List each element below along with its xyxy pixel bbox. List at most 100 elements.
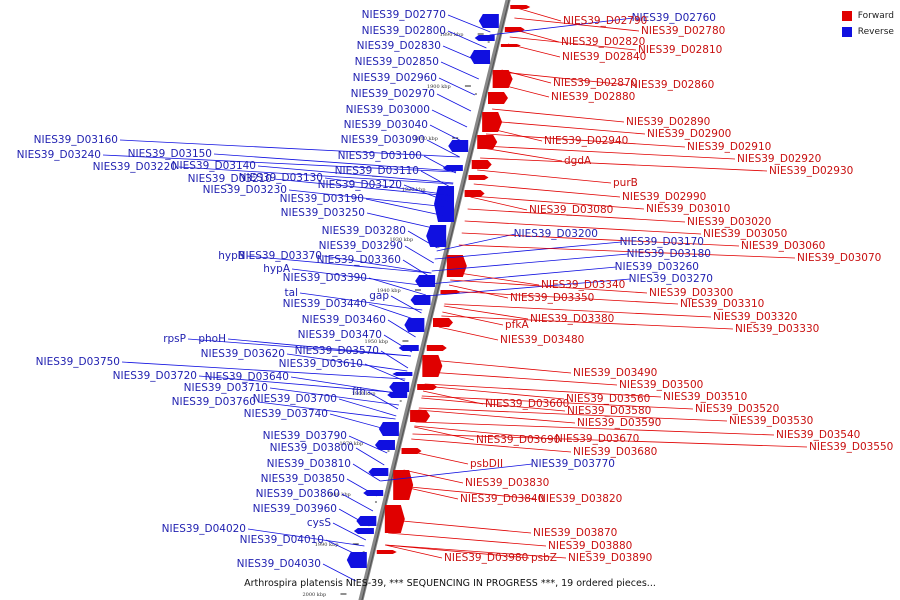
scale-tick-label: 1910 kbp bbox=[414, 136, 438, 142]
gene-label-nies39-d03460: NIES39_D03460 bbox=[302, 314, 386, 326]
reverse-gene-connector bbox=[423, 155, 456, 174]
gene-label-nies39-d03360: NIES39_D03360 bbox=[317, 254, 401, 266]
reverse-gene-connector bbox=[440, 61, 479, 80]
forward-gene-block bbox=[487, 92, 508, 104]
forward-gene-connector bbox=[399, 485, 537, 500]
forward-gene-connector bbox=[448, 284, 509, 299]
gene-label-nies39-d03070: NIES39_D03070 bbox=[797, 252, 881, 264]
reverse-gene-connector bbox=[447, 14, 491, 33]
forward-gene-connector bbox=[511, 28, 560, 43]
reverse-gene-connector bbox=[290, 376, 402, 395]
gene-label-gap: gap bbox=[369, 290, 389, 302]
forward-gene-connector bbox=[414, 425, 554, 440]
reverse-gene-connector bbox=[404, 245, 434, 264]
forward-gene-connector bbox=[482, 147, 563, 162]
legend-forward-label: Forward bbox=[857, 11, 894, 21]
forward-gene-connector bbox=[452, 271, 540, 286]
reverse-gene-block bbox=[434, 186, 455, 222]
gene-label-nies39-d03370: NIES39_D03370 bbox=[238, 250, 322, 262]
reverse-gene-connector bbox=[436, 93, 472, 112]
reverse-gene-block bbox=[404, 318, 425, 332]
reverse-gene-block bbox=[398, 345, 419, 351]
reverse-gene-connector bbox=[338, 398, 397, 417]
reverse-gene-connector bbox=[257, 165, 454, 184]
gene-label-nies39-d02940: NIES39_D02940 bbox=[544, 135, 628, 147]
reverse-gene-connector bbox=[288, 189, 448, 208]
gene-label-nies39-d03710: NIES39_D03710 bbox=[184, 382, 268, 394]
gene-label-nies39-d02880: NIES39_D02880 bbox=[551, 91, 635, 103]
gene-label-nies39-d03720: NIES39_D03720 bbox=[113, 370, 197, 382]
gene-label-nies39-d03240: NIES39_D03240 bbox=[17, 149, 101, 161]
reverse-gene-block bbox=[410, 295, 431, 305]
gene-label-nies39-d03960: NIES39_D03960 bbox=[253, 503, 337, 515]
reverse-gene-block bbox=[470, 50, 491, 64]
gene-label-nies39-d03550: NIES39_D03550 bbox=[809, 441, 893, 453]
gene-label-nies39-d03250: NIES39_D03250 bbox=[281, 207, 365, 219]
forward-gene-connector bbox=[427, 371, 618, 386]
forward-gene-block bbox=[510, 5, 531, 9]
forward-gene-connector bbox=[450, 279, 648, 294]
gene-label-phoh: phoH bbox=[198, 333, 226, 345]
reverse-gene-block bbox=[442, 165, 463, 171]
forward-gene-connector bbox=[385, 544, 530, 559]
forward-gene-connector bbox=[438, 326, 499, 341]
gene-label-nies39-d03590: NIES39_D03590 bbox=[577, 417, 661, 429]
reverse-gene-connector bbox=[380, 463, 533, 482]
gene-label-nies39-d02790: NIES39_D02790 bbox=[563, 15, 647, 27]
reverse-gene-block bbox=[374, 440, 395, 450]
gene-label-nies39-d03680: NIES39_D03680 bbox=[573, 446, 657, 458]
reverse-gene-connector bbox=[269, 387, 399, 406]
reverse-gene-connector bbox=[291, 268, 429, 287]
forward-gene-block bbox=[477, 135, 498, 149]
forward-gene-connector bbox=[424, 383, 662, 398]
gene-label-nies39-d03520: NIES39_D03520 bbox=[695, 403, 779, 415]
reverse-gene-connector bbox=[390, 295, 422, 314]
gene-label-nies39-d03560: NIES39_D03560 bbox=[566, 393, 650, 405]
chromosome-backbone bbox=[358, 0, 511, 600]
reverse-gene-connector bbox=[438, 77, 476, 96]
reverse-gene-block bbox=[426, 225, 447, 247]
gene-label-nies39-d03110: NIES39_D03110 bbox=[335, 165, 419, 177]
forward-gene-block bbox=[471, 160, 492, 169]
gene-label-nies39-d03470: NIES39_D03470 bbox=[298, 329, 382, 341]
reverse-gene-block bbox=[478, 14, 499, 28]
gene-label-nies39-d03790: NIES39_D03790 bbox=[263, 430, 347, 442]
gene-label-nies39-d03170: NIES39_D03170 bbox=[620, 236, 704, 248]
gene-label-nies39-d03440: NIES39_D03440 bbox=[283, 298, 367, 310]
gene-label-nies39-d03540: NIES39_D03540 bbox=[776, 429, 860, 441]
gene-label-nies39-d02810: NIES39_D02810 bbox=[638, 44, 722, 56]
gene-label-nies39-d03300: NIES39_D03300 bbox=[649, 287, 733, 299]
gene-label-nies39-d03810: NIES39_D03810 bbox=[267, 458, 351, 470]
reverse-gene-connector bbox=[332, 522, 367, 541]
gene-label-nies39-d03200: NIES39_D03200 bbox=[514, 228, 598, 240]
forward-gene-connector bbox=[391, 519, 532, 534]
gene-label-nies39-d03860: NIES39_D03860 bbox=[256, 488, 340, 500]
reverse-gene-connector bbox=[380, 350, 409, 369]
forward-gene-connector bbox=[498, 83, 550, 98]
gene-label-nies39-d02820: NIES39_D02820 bbox=[561, 36, 645, 48]
gene-label-hypb: hypB bbox=[218, 250, 245, 262]
gene-label-nies39-d02970: NIES39_D02970 bbox=[351, 88, 435, 100]
reverse-gene-connector bbox=[187, 338, 411, 357]
gene-label-nies39-d03380: NIES39_D03380 bbox=[530, 313, 614, 325]
forward-gene-block bbox=[492, 70, 513, 88]
gene-label-nies39-d03690: NIES39_D03690 bbox=[476, 434, 560, 446]
forward-gene-connector bbox=[483, 145, 736, 160]
gene-label-purb: purB bbox=[613, 177, 638, 189]
reverse-gene-connector bbox=[489, 17, 634, 36]
gene-label-nies39-d03130: NIES39_D03130 bbox=[239, 172, 323, 184]
forward-swatch bbox=[841, 11, 852, 21]
gene-label-nies39-d03230: NIES39_D03230 bbox=[203, 184, 287, 196]
forward-gene-connector bbox=[470, 195, 645, 210]
gene-label-nies39-d03320: NIES39_D03320 bbox=[713, 311, 797, 323]
reverse-gene-connector bbox=[407, 230, 438, 249]
reverse-gene-connector bbox=[227, 338, 411, 357]
gene-label-hypa: hypA bbox=[263, 263, 291, 275]
legend: Forward Reverse bbox=[841, 8, 894, 40]
reverse-gene-connector bbox=[257, 401, 396, 420]
forward-gene-connector bbox=[414, 426, 475, 441]
forward-gene-connector bbox=[464, 220, 702, 235]
gene-label-tal: tal bbox=[285, 287, 298, 299]
forward-gene-block bbox=[376, 550, 397, 554]
